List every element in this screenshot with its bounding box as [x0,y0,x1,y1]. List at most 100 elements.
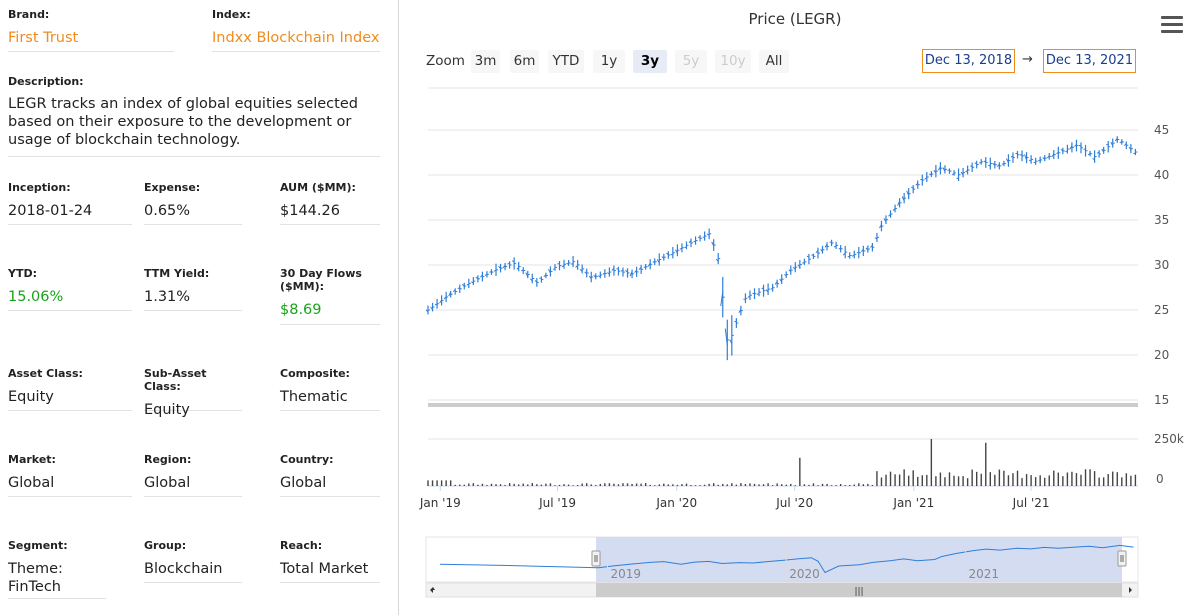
ohlc-open-tick [929,173,932,176]
price-tick-label: 30 [1154,258,1169,272]
ohlc-open-tick [511,260,515,263]
scroll-right-arrow-icon[interactable] [1129,587,1132,593]
market-value: Global [8,475,55,491]
ohlc-open-tick [892,208,896,211]
ohlc-open-tick [611,267,615,271]
ohlc-open-tick [598,275,601,278]
ohlc-open-tick [425,309,429,313]
navigator-left-handle[interactable] [591,550,601,567]
price-tick-label: 25 [1154,303,1169,317]
x-tick-label: Jul '21 [1012,496,1050,510]
region-label: Region: [144,453,192,466]
price-volume-plot[interactable]: 45 40 35 30 25 20 15 250k 0 Jan '19 Jul '19 Jan '20… [400,0,1200,615]
ohlc-open-tick [647,262,651,267]
ohlc-open-tick [661,256,665,259]
ohlc-open-tick [1005,158,1009,163]
ohlc-open-tick [534,280,538,283]
composite-label: Composite: [280,367,350,380]
ohlc-open-tick [888,213,891,217]
price-tick-label: 35 [1154,213,1169,227]
ohlc-open-tick [593,274,597,279]
range-from-input[interactable]: Dec 13, 2018 [922,49,1015,73]
ohlc-open-tick [720,291,724,307]
segment-cell: Segment: Theme: FinTech [8,539,106,599]
hamburger-menu-icon[interactable] [1161,16,1183,34]
ohlc-open-tick [1060,148,1064,152]
zoom-6m-button[interactable]: 6m [510,50,539,73]
ohlc-open-tick [1028,159,1032,162]
ohlc-open-tick [1119,141,1123,144]
inception-value: 2018-01-24 [8,203,93,219]
price-tick-label: 45 [1154,123,1169,137]
ohlc-open-tick [960,171,964,176]
brand-cell: Brand: First Trust [8,8,174,52]
composite-cell: Composite: Thematic [280,367,380,411]
ohlc-open-tick [693,240,696,243]
zoom-3y-button[interactable]: 3y [633,50,667,73]
x-tick-label: Jul '20 [775,496,813,510]
x-tick-label: Jul '19 [538,496,576,510]
sub-asset-class-label: Sub-Asset Class: [144,367,207,393]
segment-label: Segment: [8,539,68,552]
composite-value: Thematic [280,389,348,405]
ohlc-open-tick [983,160,987,163]
ohlc-open-tick [1087,152,1091,156]
ohlc-open-tick [706,233,710,236]
ohlc-open-tick [679,247,683,250]
ohlc-open-tick [1110,141,1114,146]
navigator-right-handle[interactable] [1117,550,1127,567]
ohlc-open-tick [656,259,660,264]
reach-cell: Reach: Total Market [280,539,380,583]
expense-value: 0.65% [144,203,191,219]
zoom-1y-button[interactable]: 1y [593,50,625,73]
navigator-year-label: 2019 [611,567,642,581]
ohlc-open-tick [992,163,996,166]
scrollbar-grip-icon: ||| [854,587,863,597]
segment-value: Theme: FinTech [8,561,63,595]
flows-cell: 30 Day Flows ($MM): $8.69 [280,267,380,325]
ohlc-open-tick [833,245,837,248]
ohlc-open-tick [575,265,578,268]
price-tick-label: 20 [1154,348,1169,362]
group-value: Blockchain [144,561,223,577]
description-value: LEGR tracks an index of global equities … [8,96,358,148]
ohlc-open-tick [466,283,470,286]
ohlc-open-tick [638,266,642,270]
ohlc-open-tick [1123,143,1127,146]
ohlc-open-tick [484,274,488,276]
range-to-input[interactable]: Dec 13, 2021 [1043,49,1136,73]
zoom-3m-button[interactable]: 3m [471,50,500,73]
ohlc-open-tick [475,276,479,280]
ohlc-open-tick [498,266,501,269]
ohlc-open-tick [870,245,873,248]
ohlc-open-tick [792,266,796,270]
ohlc-open-tick [851,254,855,257]
ohlc-open-tick [584,271,588,275]
ytd-cell: YTD: 15.06% [8,267,132,311]
expense-label: Expense: [144,181,201,194]
ohlc-open-tick [602,272,606,275]
ohlc-open-tick [547,268,551,274]
ohlc-open-tick [607,272,610,275]
ohlc-open-tick [765,289,769,293]
zoom-all-button[interactable]: All [759,50,789,73]
flows-label: 30 Day Flows ($MM): [280,267,362,293]
scroll-left-arrow-icon[interactable] [430,587,435,593]
zoom-ytd-button[interactable]: YTD [548,50,584,73]
ohlc-open-tick [480,274,483,278]
ohlc-open-tick [1019,154,1023,156]
ohlc-open-tick [815,250,819,253]
group-cell: Group: Blockchain [144,539,242,583]
ohlc-open-tick [1069,145,1073,150]
ohlc-open-tick [625,269,628,273]
flows-value: $8.69 [280,302,322,318]
ohlc-open-tick [502,265,506,269]
ohlc-open-tick [666,252,669,255]
navigator-background [425,536,1139,583]
zoom-5y-button: 5y [675,50,707,73]
inception-label: Inception: [8,181,71,194]
ohlc-open-tick [965,169,968,173]
ohlc-open-tick [1096,151,1100,154]
scrollbar-thumb[interactable] [596,583,1122,597]
ohlc-open-tick [520,269,524,272]
